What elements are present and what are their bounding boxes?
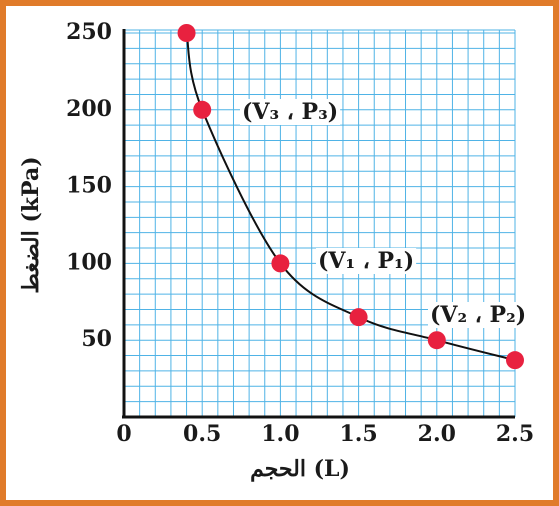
point	[349, 308, 368, 327]
x-tick-label: 1.5	[339, 421, 377, 447]
y-tick-label: 100	[66, 249, 112, 275]
x-tick-label: 2.5	[496, 421, 534, 447]
x-tick-label: 1.0	[261, 421, 299, 447]
annotation: (V₁ ، P₁)	[318, 248, 414, 274]
y-tick-label: 200	[66, 96, 112, 122]
y-tick-label: 150	[66, 173, 112, 199]
point	[427, 331, 446, 350]
x-axis-label: الحجم (L)	[250, 456, 350, 482]
annotation-bg	[240, 99, 341, 125]
x-tick-label: 0.5	[183, 421, 221, 447]
annotation-bg	[428, 302, 529, 328]
point	[271, 254, 290, 273]
x-tick-label: 0	[116, 421, 131, 447]
y-axis-label: الضغط (kPa)	[18, 156, 44, 293]
point	[193, 100, 212, 119]
annotation: (V₃ ، P₃)	[242, 99, 338, 125]
x-tick-label: 2.0	[418, 421, 456, 447]
point	[177, 24, 196, 42]
annotation-bg	[316, 248, 417, 274]
y-tick-label: 250	[66, 19, 112, 45]
annotation: (V₂ ، P₂)	[430, 302, 526, 328]
point	[506, 351, 524, 370]
y-tick-label: 50	[81, 326, 112, 352]
